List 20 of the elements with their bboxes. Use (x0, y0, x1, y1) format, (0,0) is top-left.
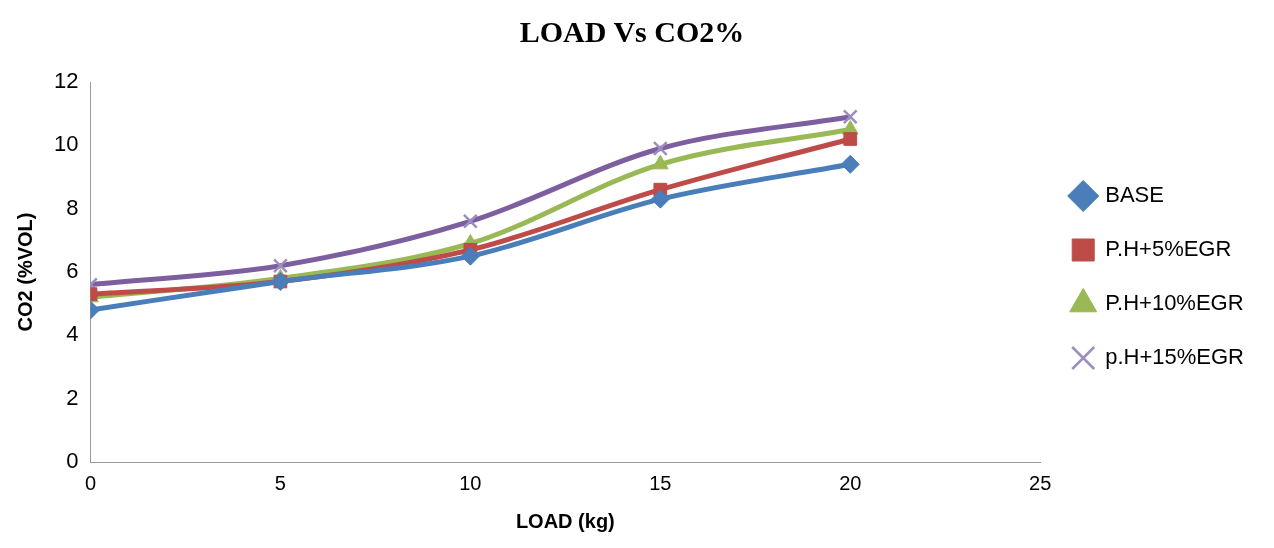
x-tick-label: 5 (274, 471, 286, 494)
x-tick-label: 20 (839, 471, 862, 494)
legend-label: P.H+10%EGR (1105, 290, 1244, 316)
y-tick-label: 6 (66, 258, 79, 284)
x-tick-label: 10 (459, 471, 482, 494)
y-tick-label: 8 (66, 194, 79, 220)
x-tick-label: 25 (1029, 471, 1052, 494)
legend-label: BASE (1105, 182, 1164, 208)
y-tick-label: 2 (66, 384, 79, 410)
y-tick-label: 0 (66, 448, 79, 474)
x-axis-title: LOAD (kg) (515, 509, 615, 532)
y-tick-label: 10 (53, 131, 79, 157)
y-tick-label: 4 (66, 321, 79, 347)
y-tick-label: 12 (53, 68, 79, 94)
y-axis-title: CO2 (%VOL) (13, 212, 36, 332)
x-tick-label: 15 (649, 471, 672, 494)
chart-title: LOAD Vs CO2% (519, 14, 745, 48)
legend-label: P.H+5%EGR (1105, 236, 1232, 262)
x-tick-label: 0 (84, 471, 97, 494)
legend-label: p.H+15%EGR (1105, 344, 1245, 370)
